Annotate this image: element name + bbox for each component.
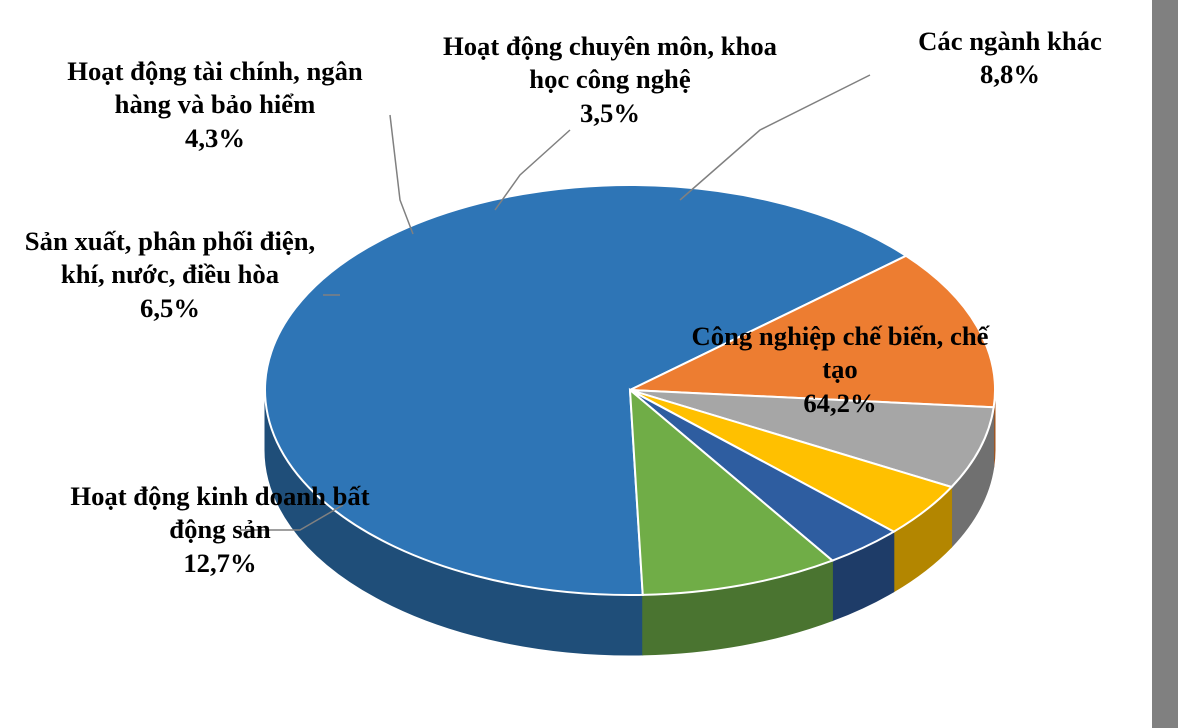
right-side-bar (1152, 0, 1178, 728)
slice-label-name: Các ngành khác (870, 25, 1150, 58)
slice-label-name: Hoạt động tài chính, ngân hàng và bảo hi… (40, 55, 390, 122)
slice-label-name: Sản xuất, phân phối điện, khí, nước, điề… (15, 225, 325, 292)
slice-label: Các ngành khác8,8% (870, 25, 1150, 92)
slice-label: Hoạt động kinh doanh bất động sản12,7% (60, 480, 380, 580)
slice-label-pct: 12,7% (60, 547, 380, 580)
slice-label: Hoạt động chuyên môn, khoa học công nghệ… (430, 30, 790, 130)
slice-label-pct: 6,5% (15, 292, 325, 325)
slice-label-pct: 64,2% (690, 387, 990, 420)
slice-label-pct: 4,3% (40, 122, 390, 155)
slice-label-name: Hoạt động chuyên môn, khoa học công nghệ (430, 30, 790, 97)
chart-stage: Công nghiệp chế biến, chế tạo64,2% Hoạt đ… (0, 0, 1178, 728)
slice-label: Hoạt động tài chính, ngân hàng và bảo hi… (40, 55, 390, 155)
slice-label-name: Hoạt động kinh doanh bất động sản (60, 480, 380, 547)
slice-label-name: Công nghiệp chế biến, chế tạo (690, 320, 990, 387)
slice-label: Công nghiệp chế biến, chế tạo64,2% (690, 320, 990, 420)
leader-line (390, 115, 413, 234)
slice-label-pct: 3,5% (430, 97, 790, 130)
slice-label: Sản xuất, phân phối điện, khí, nước, điề… (15, 225, 325, 325)
slice-label-pct: 8,8% (870, 58, 1150, 91)
